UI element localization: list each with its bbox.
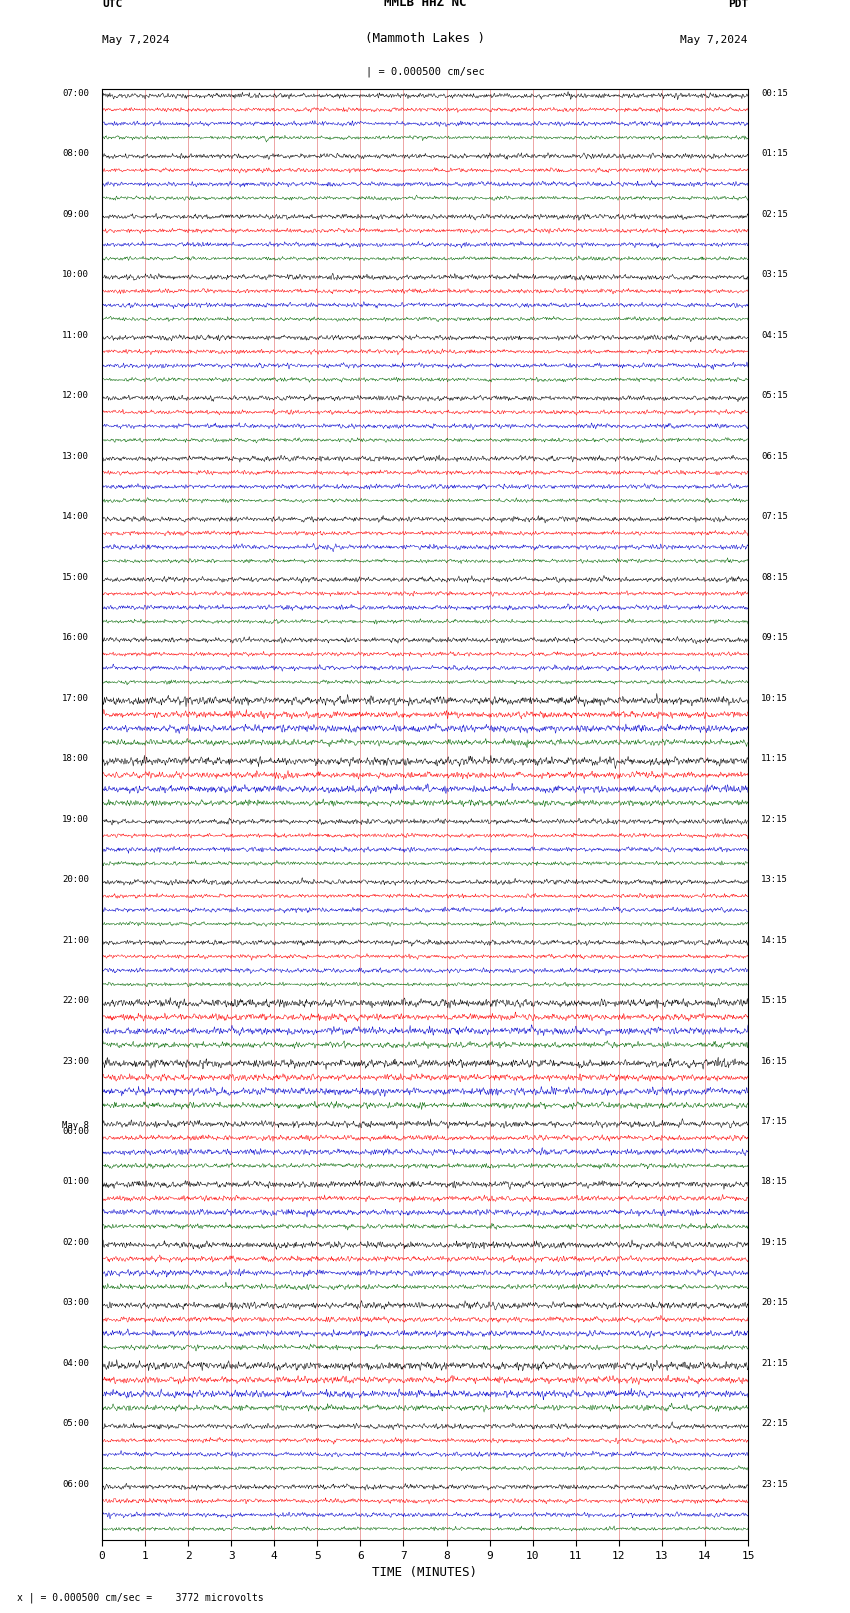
Text: 12:15: 12:15	[761, 815, 788, 824]
Text: May 7,2024: May 7,2024	[681, 35, 748, 45]
Text: 11:15: 11:15	[761, 755, 788, 763]
Text: 14:15: 14:15	[761, 936, 788, 945]
Text: 15:00: 15:00	[62, 573, 89, 582]
Text: 09:15: 09:15	[761, 634, 788, 642]
Text: (Mammoth Lakes ): (Mammoth Lakes )	[365, 32, 485, 45]
Text: 06:00: 06:00	[62, 1481, 89, 1489]
Text: 21:15: 21:15	[761, 1358, 788, 1368]
Text: 23:00: 23:00	[62, 1057, 89, 1066]
Text: 20:15: 20:15	[761, 1298, 788, 1308]
Text: 06:15: 06:15	[761, 452, 788, 461]
Text: x | = 0.000500 cm/sec =    3772 microvolts: x | = 0.000500 cm/sec = 3772 microvolts	[17, 1592, 264, 1603]
Text: 03:00: 03:00	[62, 1298, 89, 1308]
Text: 07:15: 07:15	[761, 513, 788, 521]
Text: 05:00: 05:00	[62, 1419, 89, 1429]
Text: 16:15: 16:15	[761, 1057, 788, 1066]
Text: 05:15: 05:15	[761, 392, 788, 400]
Text: 21:00: 21:00	[62, 936, 89, 945]
Text: PDT: PDT	[728, 0, 748, 10]
Text: 01:00: 01:00	[62, 1177, 89, 1187]
Text: 22:15: 22:15	[761, 1419, 788, 1429]
Text: 18:00: 18:00	[62, 755, 89, 763]
X-axis label: TIME (MINUTES): TIME (MINUTES)	[372, 1566, 478, 1579]
Text: 03:15: 03:15	[761, 271, 788, 279]
Text: 00:00: 00:00	[62, 1127, 89, 1137]
Text: 13:15: 13:15	[761, 876, 788, 884]
Text: 04:15: 04:15	[761, 331, 788, 340]
Text: 11:00: 11:00	[62, 331, 89, 340]
Text: 14:00: 14:00	[62, 513, 89, 521]
Text: MMLB HHZ NC: MMLB HHZ NC	[383, 0, 467, 10]
Text: UTC: UTC	[102, 0, 122, 10]
Text: 17:00: 17:00	[62, 694, 89, 703]
Text: 19:15: 19:15	[761, 1239, 788, 1247]
Text: May 7,2024: May 7,2024	[102, 35, 169, 45]
Text: 04:00: 04:00	[62, 1358, 89, 1368]
Text: 19:00: 19:00	[62, 815, 89, 824]
Text: 18:15: 18:15	[761, 1177, 788, 1187]
Text: 22:00: 22:00	[62, 997, 89, 1005]
Text: 13:00: 13:00	[62, 452, 89, 461]
Text: 10:00: 10:00	[62, 271, 89, 279]
Text: 17:15: 17:15	[761, 1118, 788, 1126]
Text: 09:00: 09:00	[62, 210, 89, 219]
Text: 20:00: 20:00	[62, 876, 89, 884]
Text: 07:00: 07:00	[62, 89, 89, 98]
Text: 00:15: 00:15	[761, 89, 788, 98]
Text: | = 0.000500 cm/sec: | = 0.000500 cm/sec	[366, 66, 484, 77]
Text: May 8: May 8	[62, 1121, 89, 1131]
Text: 02:15: 02:15	[761, 210, 788, 219]
Text: 15:15: 15:15	[761, 997, 788, 1005]
Text: 16:00: 16:00	[62, 634, 89, 642]
Text: 01:15: 01:15	[761, 150, 788, 158]
Text: 12:00: 12:00	[62, 392, 89, 400]
Text: 02:00: 02:00	[62, 1239, 89, 1247]
Text: 08:15: 08:15	[761, 573, 788, 582]
Text: 10:15: 10:15	[761, 694, 788, 703]
Text: 23:15: 23:15	[761, 1481, 788, 1489]
Text: 08:00: 08:00	[62, 150, 89, 158]
